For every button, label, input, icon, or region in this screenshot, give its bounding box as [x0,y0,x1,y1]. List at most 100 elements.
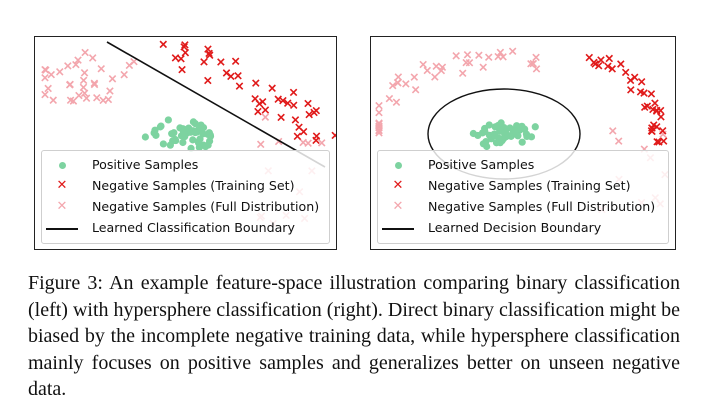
negative-full-marker [392,98,401,107]
positive-marker [189,136,197,144]
negative-train-marker [659,137,668,145]
negative-train-marker [261,106,270,114]
positive-marker [166,141,174,149]
negative-full-marker [484,53,493,61]
positive-marker [482,137,490,146]
negative-full-marker [496,48,505,57]
negative-full-marker [431,73,439,81]
negative-train-marker [647,90,656,98]
legend-label: Negative Samples (Training Set) [428,178,631,193]
negative-train-marker [222,69,231,77]
negative-full-marker [80,89,89,97]
legend-label: Learned Classification Boundary [92,220,295,235]
negative-full-marker [419,60,427,69]
negative-train-marker [648,127,656,136]
negative-full-marker [41,73,49,82]
positive-marker [527,133,536,141]
negative-train-marker [605,54,614,63]
figure-caption: Figure 3: An example feature-space illus… [28,272,681,400]
negative-train-marker [594,61,603,70]
negative-train-marker [255,99,264,108]
negative-train-marker [180,43,188,51]
negative-full-marker [388,81,397,90]
legend-label: Negative Samples (Full Distribution) [92,199,320,214]
pink-cross-icon: ✕ [56,199,68,214]
line-icon [42,218,82,238]
negative-train-marker [205,51,214,59]
panel-binary-classification: Positive Samples ✕ Negative Samples (Tra… [34,36,337,250]
negative-full-marker [82,94,91,102]
negative-train-marker [643,102,652,110]
negative-train-marker [304,99,312,108]
legend-label: Learned Decision Boundary [428,220,602,235]
negative-train-marker [181,41,189,49]
positive-marker [206,131,214,139]
positive-marker [141,133,149,141]
negative-train-marker [252,79,260,87]
positive-marker [518,138,526,146]
negative-full-marker [256,140,265,149]
negative-full-marker [41,65,49,74]
positive-dot-icon [42,155,82,175]
negative-full-marker [66,80,74,89]
negative-full-marker [402,80,410,88]
positive-marker [201,142,210,151]
positive-marker [170,129,178,137]
pink-cross-icon: ✕ [392,199,404,214]
negative-full-marker [411,85,420,94]
positive-marker [179,138,187,147]
negative-train-marker [590,58,598,67]
negative-train-marker [205,49,213,58]
negative-train-marker [171,54,180,62]
negative-full-marker [47,70,56,79]
negative-train-marker [658,127,667,135]
negative-train-marker [178,65,186,74]
negative-full-marker [69,97,78,105]
scatter-plot-left [41,40,336,228]
negative-full-marker [614,137,623,145]
negative-train-marker [657,113,665,121]
negative-full-marker [97,65,106,73]
negative-full-marker [108,75,117,83]
negative-train-marker [640,89,648,97]
negative-train-marker [268,84,276,92]
negative-full-marker [79,83,88,92]
positive-marker [492,139,501,147]
negative-train-marker [204,76,212,85]
negative-train-marker [254,107,262,116]
line-icon [378,218,418,238]
negative-train-marker [312,136,320,145]
negative-full-marker [261,113,270,121]
negative-train-marker [159,40,168,49]
negative-train-marker [651,99,659,107]
positive-marker [164,116,172,124]
negative-train-marker [627,86,635,94]
positive-marker [531,123,539,131]
negative-full-marker [463,51,472,59]
negative-full-marker [394,73,403,81]
negative-full-marker [74,56,82,64]
negative-full-marker [75,91,83,100]
negative-full-marker [72,60,80,69]
negative-full-marker [385,94,394,103]
negative-full-marker [375,129,383,137]
negative-train-marker [177,55,185,63]
positive-marker [491,132,499,140]
negative-train-marker [234,71,242,80]
negative-train-marker [305,110,313,119]
negative-full-marker [375,108,383,117]
negative-full-marker [317,139,326,147]
positive-marker [205,137,214,145]
negative-full-marker [465,58,474,67]
positive-marker [159,140,167,148]
negative-full-marker [532,53,540,62]
positive-marker [199,130,207,138]
negative-train-marker [279,96,287,105]
legend-label: Negative Samples (Full Distribution) [428,199,656,214]
negative-full-marker [479,63,487,71]
negative-full-marker [529,59,538,68]
positive-marker [150,129,158,137]
negative-train-marker [597,56,605,64]
negative-full-marker [80,69,89,77]
positive-marker [172,136,180,145]
